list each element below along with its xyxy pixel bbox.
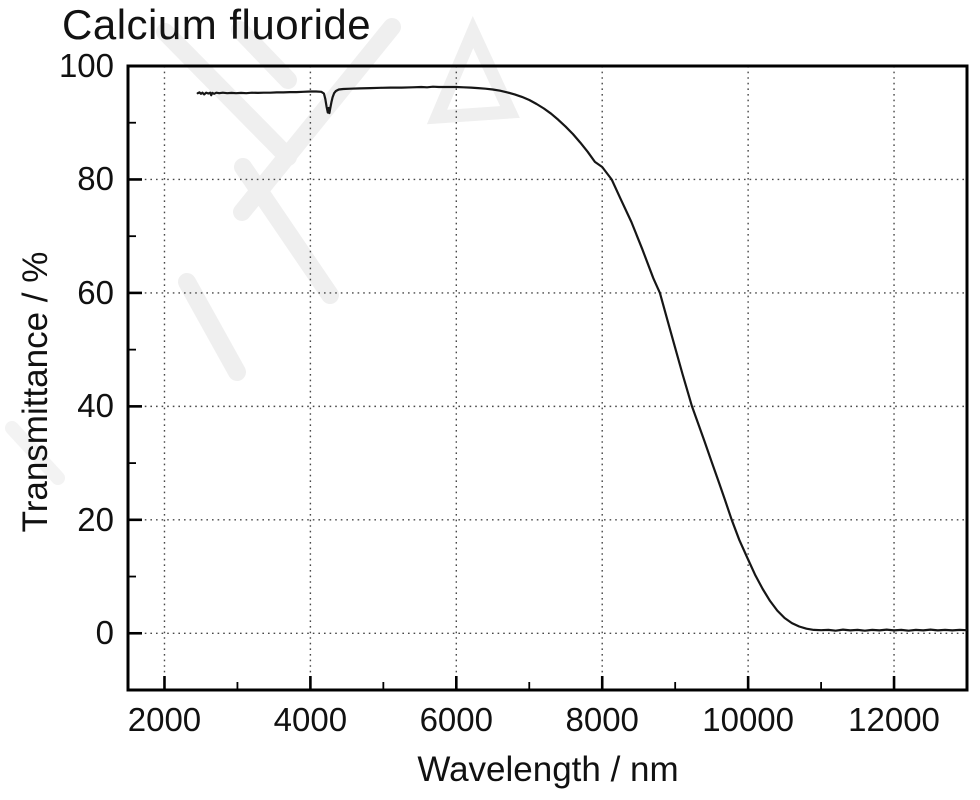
- y-tick-label: 40: [77, 387, 114, 425]
- x-axis-title: Wavelength / nm: [417, 750, 679, 789]
- x-tick-label: 10000: [702, 701, 794, 738]
- chart-title: Calcium fluoride: [62, 1, 372, 48]
- x-tick-label: 2000: [127, 701, 202, 738]
- y-tick-label: 100: [58, 47, 114, 84]
- y-tick-label: 0: [95, 614, 114, 652]
- x-tick-label: 6000: [419, 701, 493, 738]
- y-tick-label: 20: [77, 500, 114, 538]
- watermark: [5, 15, 520, 485]
- x-tick-label: 12000: [848, 701, 940, 738]
- y-tick-label: 80: [77, 160, 114, 198]
- plot-frame: [126, 64, 969, 692]
- gridlines: [128, 66, 967, 690]
- x-tick-label: 8000: [565, 701, 639, 738]
- transmittance-curve: [196, 85, 968, 632]
- axis-ticks: [128, 64, 896, 690]
- y-tick-label: 60: [77, 273, 114, 311]
- x-tick-label: 4000: [273, 701, 348, 738]
